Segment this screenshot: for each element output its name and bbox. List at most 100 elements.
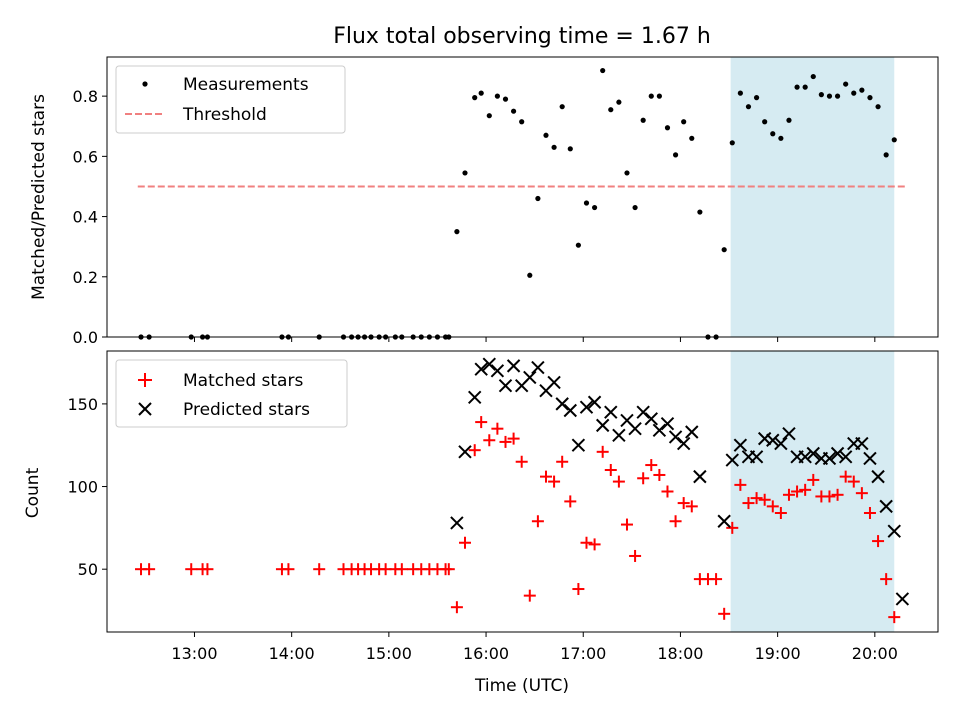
matched-stars-point	[677, 497, 690, 510]
matched-stars-point	[596, 445, 609, 458]
bottom-y-axis-label: Count	[23, 467, 43, 518]
predicted-stars-point	[766, 433, 780, 447]
matched-stars-point	[710, 573, 723, 586]
predicted-stars-point	[595, 418, 610, 433]
bottom-legend-box	[115, 359, 348, 428]
predicted-stars-point	[490, 364, 505, 378]
measurements-point	[543, 132, 549, 138]
matched-stars-point	[468, 444, 481, 457]
top-ytick-label: 0.6	[73, 147, 98, 166]
measurements-point	[535, 195, 541, 202]
xtick-label: 20:00	[852, 644, 898, 663]
matched-stars-point	[888, 611, 901, 624]
matched-stars-point	[143, 563, 156, 576]
predicted-stars-point	[547, 375, 561, 390]
predicted-stars-point	[693, 469, 707, 484]
matched-stars-point	[782, 488, 795, 501]
predicted-stars-point	[879, 499, 893, 514]
predicted-stars-point	[725, 453, 739, 467]
matched-stars-point	[839, 470, 852, 483]
top-shaded-region	[730, 57, 895, 337]
matched-stars-point	[774, 506, 787, 519]
measurements-point	[834, 93, 841, 99]
predicted-stars-point	[676, 436, 691, 451]
measurements-point	[656, 93, 662, 99]
matched-stars-point	[620, 518, 633, 531]
matched-stars-point	[282, 563, 295, 576]
matched-stars-point	[507, 432, 520, 445]
matched-stars-point	[758, 493, 771, 506]
bottom-ytick-label: 50	[78, 560, 98, 579]
measurements-point	[462, 170, 468, 176]
matched-stars-point	[880, 573, 893, 586]
predicted-stars-point	[450, 516, 464, 530]
predicted-stars-point	[660, 417, 675, 431]
matched-stars-point	[604, 464, 617, 477]
measurements-point	[600, 67, 606, 74]
predicted-stars-point	[652, 423, 667, 438]
matched-stars-point	[539, 470, 552, 483]
predicted-stars-point	[474, 362, 488, 376]
measurements-point	[891, 137, 897, 143]
matched-stars-point	[499, 435, 512, 448]
predicted-stars-point	[749, 450, 764, 464]
measurements-point	[737, 90, 743, 96]
measurements-point	[883, 152, 889, 158]
matched-stars-point	[450, 601, 463, 614]
measurements-point	[875, 104, 881, 110]
xtick-label: 13:00	[171, 644, 217, 663]
measurements-point	[624, 170, 630, 176]
predicted-stars-point	[563, 403, 577, 418]
measurements-point	[762, 119, 768, 125]
xtick-label: 14:00	[269, 644, 315, 663]
matched-stars-point	[531, 515, 544, 528]
predicted-stars-point	[579, 400, 594, 414]
matched-stars-point	[185, 563, 198, 576]
measurements-point	[681, 119, 687, 125]
matched-stars-point	[766, 500, 779, 513]
top-axes-frame	[106, 56, 939, 338]
measurements-point	[494, 93, 500, 99]
measurements-point	[697, 209, 703, 215]
measurements-point	[486, 113, 492, 119]
measurements-point	[567, 146, 573, 152]
measurements-point	[608, 107, 614, 113]
measurements-point	[616, 99, 622, 105]
measurements-point	[810, 73, 816, 80]
predicted-stars-point	[498, 379, 513, 393]
measurements-point	[510, 108, 517, 114]
measurements-point	[672, 152, 679, 158]
top-x-axis	[193, 337, 876, 342]
measurements-point	[454, 229, 460, 235]
matched-stars-point	[556, 455, 569, 468]
xtick-label: 16:00	[463, 644, 509, 663]
measurements-point	[770, 131, 776, 137]
measurements-point	[721, 247, 727, 253]
matched-stars-point	[807, 473, 820, 486]
predicted-stars-point	[506, 359, 521, 373]
top-ytick-label: 0.4	[73, 208, 98, 227]
matched-stars-point	[572, 583, 585, 596]
predicted-stars-point	[644, 412, 658, 426]
legend-label-matched: Matched stars	[183, 371, 303, 391]
matched-stars-point	[653, 468, 666, 481]
xtick-label: 18:00	[657, 644, 703, 663]
predicted-stars-point	[798, 450, 812, 464]
measurements-point	[664, 125, 671, 131]
legend-label-threshold: Threshold	[182, 105, 267, 125]
matched-stars-point	[483, 434, 496, 447]
top-y-axis: 0.0 0.2 0.4 0.6 0.8	[73, 87, 107, 347]
measurements-point	[826, 93, 833, 99]
matched-stars-point	[799, 483, 812, 496]
measurements-point	[851, 90, 857, 96]
bottom-legend: Matched stars Predicted stars	[115, 359, 348, 428]
measurements-point	[591, 204, 598, 211]
xtick-label: 19:00	[755, 644, 801, 663]
matched-stars-point	[645, 459, 658, 472]
measurements-point	[786, 117, 792, 123]
measurements-point	[794, 84, 800, 90]
predicted-stars-point	[806, 446, 820, 461]
predicted-stars-point	[838, 450, 853, 464]
